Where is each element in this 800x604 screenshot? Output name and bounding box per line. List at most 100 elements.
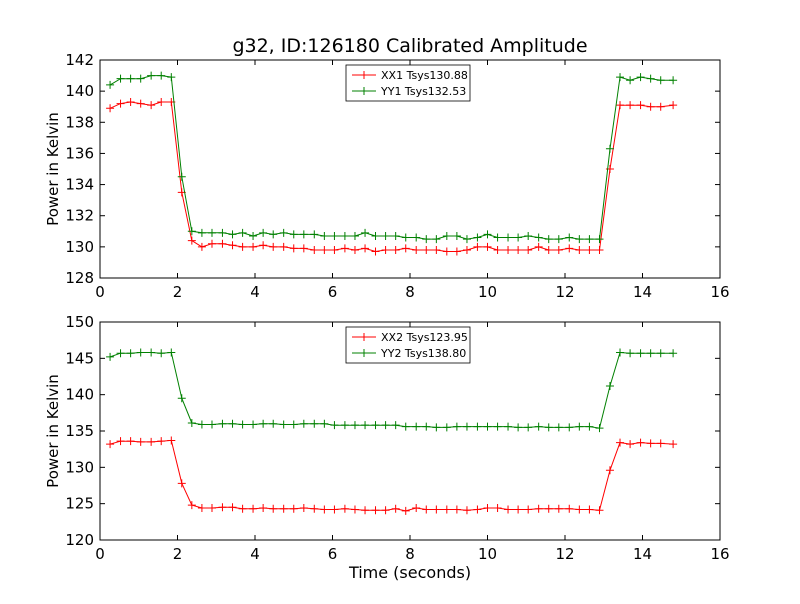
bottom-legend: XX2 Tsys123.95 YY2 Tsys138.80 [345,326,471,364]
bottom-series-2-point [157,349,166,358]
bottom-y-tick-label: 125 [65,495,94,513]
top-y-tick-label: 128 [65,269,94,287]
bottom-series-1-point [371,506,380,515]
bottom-series-1-point [595,506,604,515]
bottom-y-tick-label: 135 [65,422,94,440]
top-y-tick-label: 138 [65,113,94,131]
top-series-2-point [136,74,145,83]
top-series-1-point [330,245,339,254]
bottom-series-2-point [310,419,319,428]
bottom-series-1-point [259,504,268,513]
bottom-y-axis-label: Power in Kelvin [44,374,62,488]
top-series-1-point [218,239,227,248]
top-series-2-point [669,76,678,85]
bottom-series-1-point [452,505,461,514]
top-series-1-point [565,244,574,253]
bottom-series-2-point [626,349,635,358]
top-series-1-point [554,245,563,254]
top-series-2-point [249,231,258,240]
bottom-legend-box [345,326,471,364]
top-series-1-point [442,247,451,256]
bottom-series-2-point [656,349,665,358]
bottom-series-2-point [330,421,339,430]
top-series-1-point [157,98,166,107]
top-series-2-point [207,228,216,237]
top-y-tick-label: 136 [65,144,94,162]
bottom-legend-label: XX2 Tsys123.95 [381,331,468,344]
bottom-series-2-point [483,422,492,431]
top-series-2-point [616,73,625,82]
top-series-2-point [401,233,410,242]
bottom-series-2-point [259,419,268,428]
bottom-series-1-point [483,504,492,513]
bottom-series-1-point [391,504,400,513]
top-y-tick-label: 134 [65,176,94,194]
top-series-2-point [371,231,380,240]
top-series-2-point [646,74,655,83]
bottom-series-2-point [249,420,258,429]
top-series-2-point [259,228,268,237]
top-legend: XX1 Tsys130.88 YY1 Tsys132.53 [345,64,471,102]
top-series-2-point [340,231,349,240]
top-series-1-point [116,99,125,108]
top-y-tick-label: 142 [65,51,94,69]
bottom-series-1-point [116,437,125,446]
bottom-series-1-point [350,505,359,514]
top-series-2-point [554,235,563,244]
top-series-1-point [279,242,288,251]
bottom-series-1-point [585,505,594,514]
bottom-series-2-point [636,349,645,358]
bottom-series-2-point [177,394,186,403]
top-series-1-point [361,244,370,253]
bottom-series-1-point [442,505,451,514]
top-series-1-point [269,242,278,251]
bottom-series-2-point [493,422,502,431]
bottom-series-2-point [289,420,298,429]
top-plot: 0 2 4 6 8 10 12 14 16 128 130 132 134 136 138 140 142 Pow… [44,51,730,301]
top-series-2-point [177,172,186,181]
bottom-y-tick-label: 130 [65,458,94,476]
bottom-series-2-point [565,423,574,432]
bottom-series-2-point [391,421,400,430]
bottom-series-2-point [432,423,441,432]
top-series-1-point [656,102,665,111]
top-x-tick-label: 8 [405,283,415,301]
top-series-2-point [473,233,482,242]
top-x-tick-label: 10 [478,283,497,301]
top-series-1-point [646,102,655,111]
bottom-series-1-point [504,505,513,514]
bottom-series-1-point [575,505,584,514]
top-series-2-point [656,76,665,85]
top-x-tick-label: 14 [633,283,652,301]
bottom-series-2-point [442,423,451,432]
top-series-1-point [126,98,135,107]
top-legend-marker [360,71,368,79]
bottom-series-2-point [279,420,288,429]
top-series-2-point [228,230,237,239]
top-series-1-point [452,247,461,256]
bottom-series-2-point [187,419,196,428]
bottom-series-1-point [636,438,645,447]
bottom-series-1-point [310,504,319,513]
bottom-series-1-point [136,437,145,446]
bottom-series-1-point [279,504,288,513]
top-series-1-point [340,244,349,253]
bottom-series-1-point [422,505,431,514]
bottom-series-2-point [147,348,156,357]
bottom-series-1-point [238,504,247,513]
top-series-2-point [432,235,441,244]
top-series-1-point [636,101,645,110]
top-series-1-point [228,241,237,250]
bottom-series-2-point [473,422,482,431]
bottom-series-1-point [269,504,278,513]
top-series-1-point [483,242,492,251]
top-y-tick-label: 140 [65,82,94,100]
bottom-x-tick-label: 14 [633,545,652,563]
top-series-2-point [279,228,288,237]
bottom-x-tick-label: 8 [405,545,415,563]
bottom-series-2-point [228,419,237,428]
bottom-series-2-point [116,349,125,358]
top-legend-box [345,64,471,102]
bottom-series-1-point [514,505,523,514]
